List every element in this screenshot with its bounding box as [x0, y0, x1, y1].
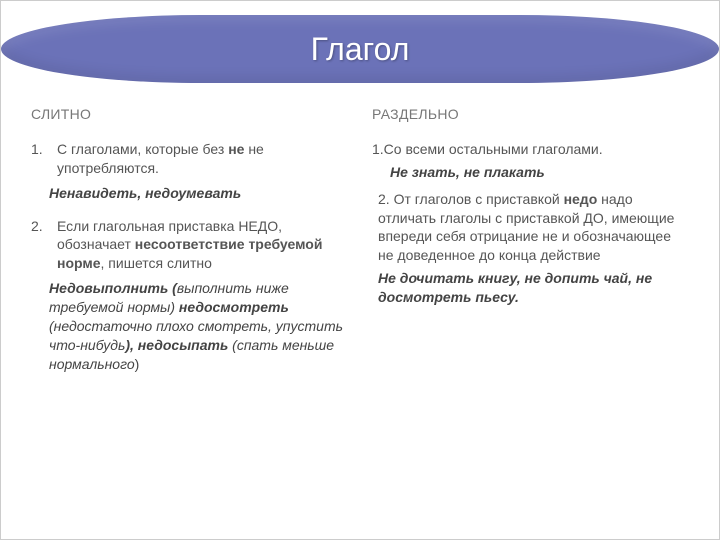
ex-ital: ) [135, 356, 140, 372]
ex-bold: ), недосыпать [125, 337, 232, 353]
list-number: 1. [31, 140, 49, 178]
left-item-2: 2. Если глагольная приставка НЕДО, обозн… [31, 217, 348, 374]
list-text: С глаголами, которые без не не употребля… [57, 140, 348, 178]
right-item-1: 1.Со всеми остальными глаголами. [372, 140, 689, 159]
left-example-1: Ненавидеть, недоумевать [49, 184, 348, 203]
left-example-2: Недовыполнить (выполнить ниже требуемой … [49, 279, 348, 373]
left-heading: СЛИТНО [31, 105, 348, 124]
text-bold: недо [564, 191, 598, 207]
slide-title: Глагол [311, 31, 410, 68]
left-item-1: 1. С глаголами, которые без не не употре… [31, 140, 348, 203]
title-banner: Глагол [1, 15, 719, 83]
right-column: РАЗДЕЛЬНО 1.Со всеми остальными глаголам… [372, 105, 689, 519]
right-heading: РАЗДЕЛЬНО [372, 105, 689, 124]
content-area: СЛИТНО 1. С глаголами, которые без не не… [31, 105, 689, 519]
list-text: Если глагольная приставка НЕДО, обознача… [57, 217, 348, 274]
text-part: С глаголами, которые без [57, 141, 228, 157]
right-example-1: Не знать, не плакать [390, 163, 689, 182]
text-part: , пишется слитно [101, 255, 212, 271]
list-number: 2. [31, 217, 49, 274]
right-item-2: 2. От глаголов с приставкой недо надо от… [372, 190, 689, 266]
text-bold: не [228, 141, 244, 157]
list-text: 1.Со всеми остальными глаголами. [372, 141, 603, 157]
ex-bold: Недовыполнить ( [49, 280, 177, 296]
text-part: 2. От глаголов с приставкой [378, 191, 564, 207]
left-column: СЛИТНО 1. С глаголами, которые без не не… [31, 105, 348, 519]
right-example-2: Не дочитать книгу, не допить чай, не дос… [378, 269, 689, 307]
ex-bold: недосмотреть [179, 299, 289, 315]
